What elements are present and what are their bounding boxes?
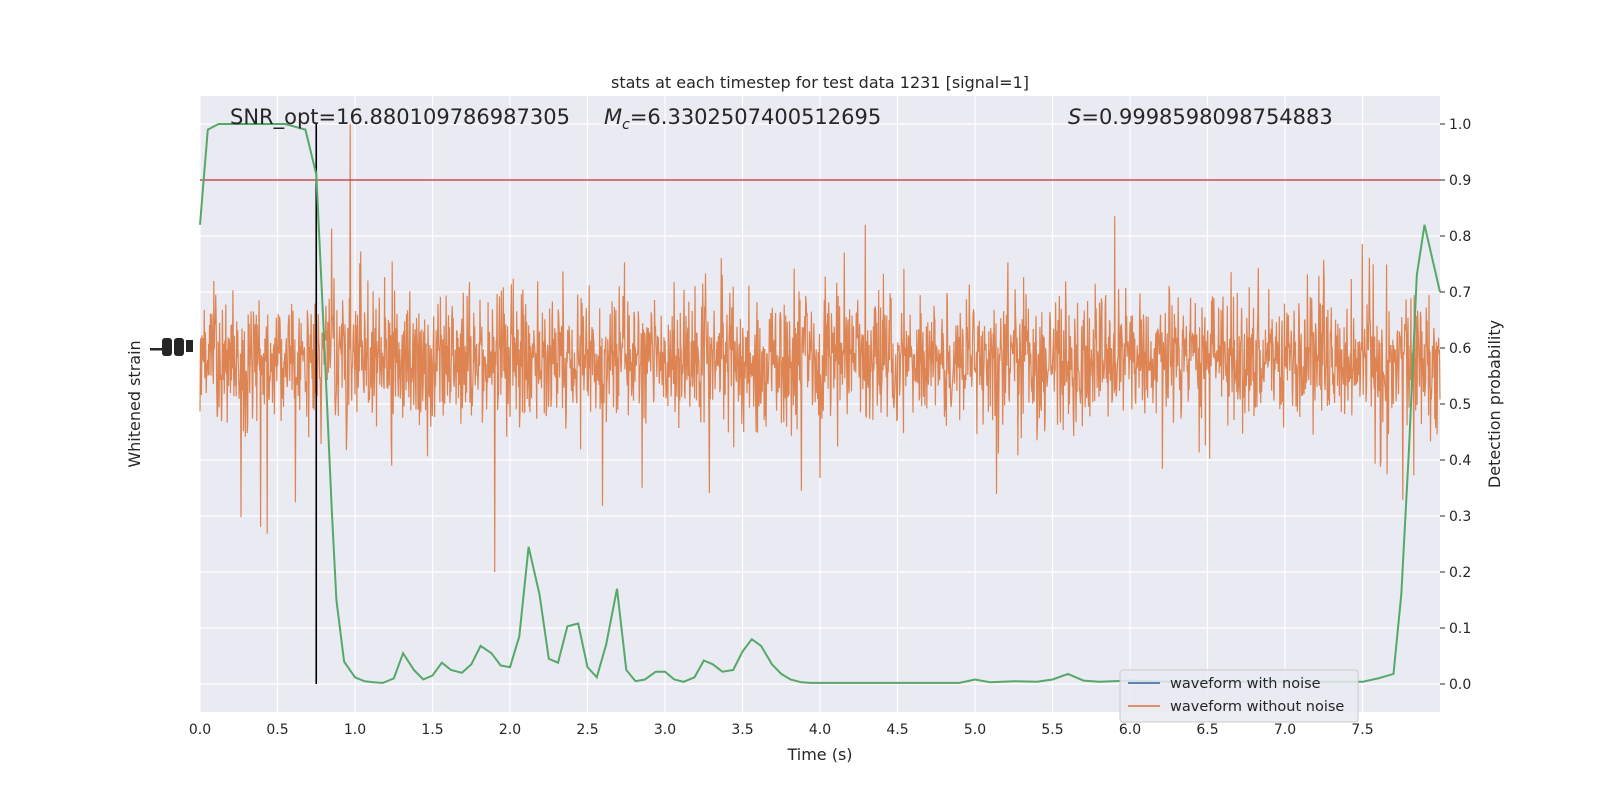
- legend-label-without-noise: waveform without noise: [1170, 699, 1344, 715]
- strain-series: [199, 124, 1441, 573]
- y-tick-label: 0.6: [1449, 341, 1471, 357]
- y-tick-label: 0.5: [1449, 397, 1471, 413]
- x-tick-label: 4.0: [809, 722, 831, 738]
- x-tick-label: 6.0: [1119, 722, 1141, 738]
- y-tick-label: 1.0: [1449, 117, 1471, 133]
- y-tick-label: 0.3: [1449, 509, 1471, 525]
- left-axis-tick-clutter: [150, 338, 193, 356]
- statistic-annotation: S=0.9998598098754883: [1068, 105, 1333, 129]
- x-tick-label: 2.5: [576, 722, 598, 738]
- legend-label-with-noise: waveform with noise: [1170, 676, 1321, 692]
- y-tick-label: 0.1: [1449, 621, 1471, 637]
- y-tick-label: 0.9: [1449, 173, 1471, 189]
- chirp-mass-value: =6.3302507400512695: [630, 105, 881, 129]
- x-tick-labels: 0.0 0.5 1.0 1.5 2.0 2.5 3.0 3.5 4.0 4.5 5.0 5.5 6.0 6…: [189, 722, 1374, 738]
- x-tick-label: 3.0: [654, 722, 676, 738]
- chart-title: stats at each timestep for test data 123…: [611, 73, 1029, 92]
- chirp-mass-symbol: M: [604, 105, 622, 129]
- y-tick-label: 0.7: [1449, 285, 1471, 301]
- x-tick-label: 7.0: [1274, 722, 1296, 738]
- y-tick-label: 0.4: [1449, 453, 1471, 469]
- statistic-value: =0.9998598098754883: [1081, 105, 1332, 129]
- x-tick-label: 4.5: [886, 722, 908, 738]
- chirp-mass-annotation: Mc=6.3302507400512695: [604, 105, 881, 133]
- legend-box: [1119, 669, 1359, 723]
- x-axis-label: Time (s): [786, 745, 852, 764]
- x-tick-label: 5.5: [1041, 722, 1063, 738]
- detection-probability-line: [199, 123, 1441, 684]
- probability-series: [199, 123, 1441, 684]
- strain-trace: [199, 124, 1441, 573]
- x-tick-label: 1.0: [344, 722, 366, 738]
- right-y-axis-label: Detection probability: [1485, 320, 1504, 488]
- snr-annotation: SNR_opt=16.880109786987305: [230, 105, 570, 130]
- left-y-axis-label: Whitened strain: [125, 340, 144, 467]
- x-tick-label: 0.5: [266, 722, 288, 738]
- statistic-symbol: S: [1068, 105, 1081, 129]
- y-tick-label: 0.0: [1449, 677, 1471, 693]
- x-tick-label: 3.5: [731, 722, 753, 738]
- x-tick-label: 5.0: [964, 722, 986, 738]
- x-tick-label: 2.0: [499, 722, 521, 738]
- x-tick-label: 7.5: [1351, 722, 1373, 738]
- y-tick-label: 0.8: [1449, 229, 1471, 245]
- chirp-mass-subscript: c: [622, 117, 630, 133]
- x-tick-label: 1.5: [421, 722, 443, 738]
- x-tick-label: 6.5: [1196, 722, 1218, 738]
- x-tick-label: 0.0: [189, 722, 211, 738]
- y-tick-label: 0.2: [1449, 565, 1471, 581]
- legend: waveform with noise waveform without noi…: [1119, 669, 1359, 723]
- right-y-tick-labels: 0.0 0.1 0.2 0.3 0.4 0.5 0.6 0.7 0.8 0.9 1.0: [1440, 117, 1471, 693]
